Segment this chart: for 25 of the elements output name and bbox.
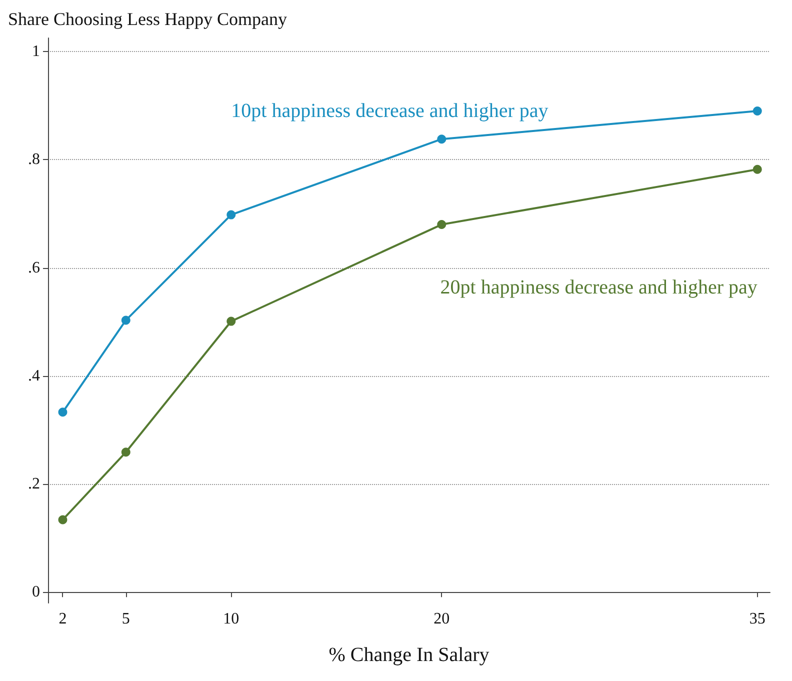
x-tick-label: 5	[122, 610, 130, 628]
y-tick-label: .8	[28, 151, 40, 168]
point	[58, 515, 68, 524]
text: 20pt happiness decrease and higher pay	[440, 276, 758, 298]
point	[752, 106, 762, 116]
point	[437, 220, 446, 230]
point	[121, 316, 130, 325]
point	[58, 408, 68, 417]
series-label: 10pt happiness decrease and higher pay	[231, 100, 548, 122]
x-tick-label: 10	[223, 610, 240, 628]
y-tick-label: 1	[32, 43, 40, 60]
point	[121, 448, 130, 457]
y-tick-label: .4	[28, 367, 40, 384]
y-tick-label: 0	[32, 584, 40, 601]
point	[437, 134, 446, 144]
x-tick-label: 2	[58, 610, 67, 628]
point	[752, 164, 762, 174]
x-tick-label: 35	[749, 610, 766, 628]
x-tick-label: 20	[434, 610, 450, 628]
x-axis-title: % Change In Salary	[328, 644, 490, 666]
y-tick-label: .6	[28, 259, 40, 276]
y-tick-label: .2	[28, 476, 40, 493]
y-axis-title: Share Choosing Less Happy Company	[8, 9, 287, 29]
point	[226, 210, 236, 220]
point	[226, 316, 236, 326]
